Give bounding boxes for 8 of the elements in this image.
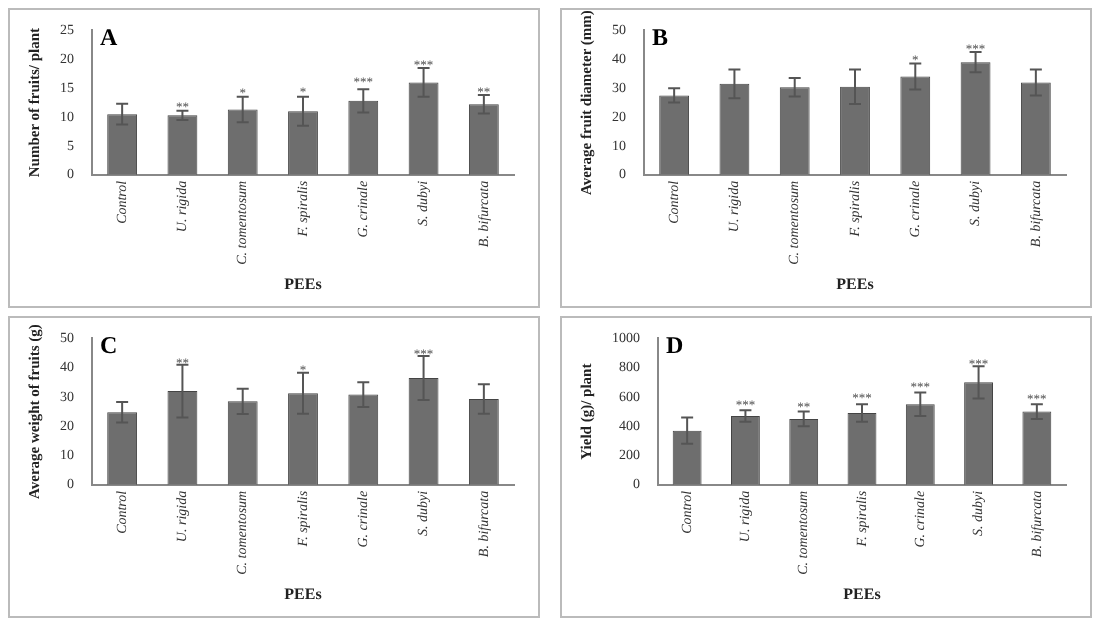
chart-title: B <box>652 22 669 51</box>
x-axis-title: PEEs <box>843 584 881 603</box>
x-axis-title: PEEs <box>836 274 874 293</box>
chart-title: C <box>100 330 118 359</box>
chart-title: A <box>100 22 118 51</box>
chart-title: D <box>666 330 684 359</box>
x-axis-title: PEEs <box>284 584 322 603</box>
x-axis-title: PEEs <box>284 274 322 293</box>
